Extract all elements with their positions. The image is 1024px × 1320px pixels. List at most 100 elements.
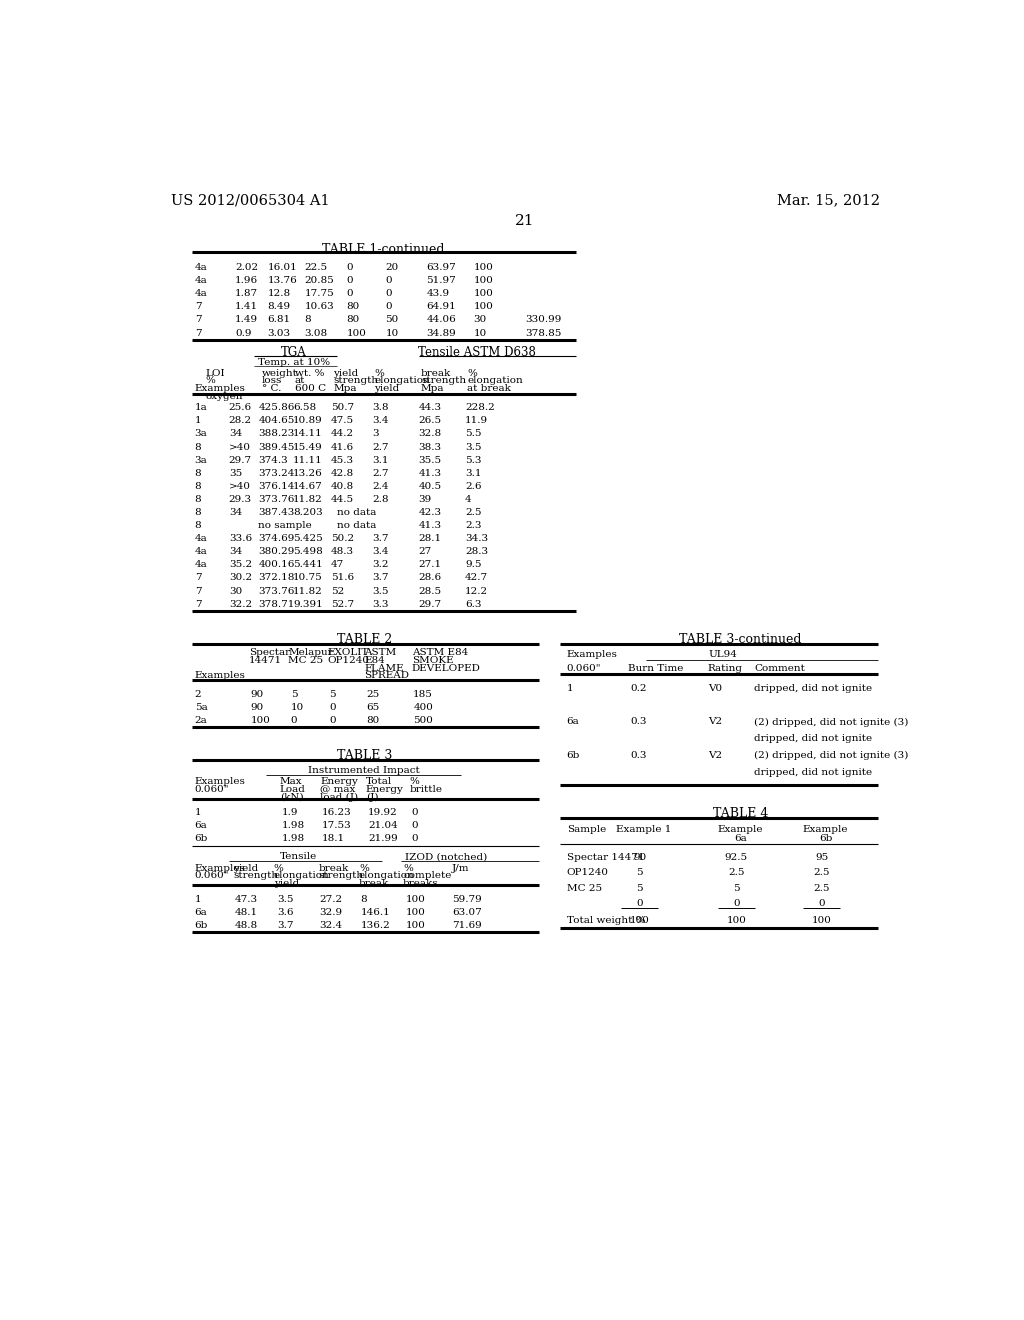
- Text: 43.9: 43.9: [426, 289, 450, 298]
- Text: 100: 100: [406, 895, 425, 903]
- Text: 0.2: 0.2: [630, 684, 647, 693]
- Text: dripped, did not ignite: dripped, did not ignite: [755, 734, 872, 743]
- Text: 3.5: 3.5: [465, 442, 481, 451]
- Text: 28.1: 28.1: [419, 535, 441, 543]
- Text: 1: 1: [195, 416, 202, 425]
- Text: (J): (J): [366, 793, 379, 803]
- Text: 42.8: 42.8: [331, 469, 354, 478]
- Text: 600 C: 600 C: [295, 384, 326, 393]
- Text: 12.2: 12.2: [465, 586, 488, 595]
- Text: no sample: no sample: [258, 521, 312, 531]
- Text: 6b: 6b: [195, 834, 208, 843]
- Text: 11.82: 11.82: [293, 495, 323, 504]
- Text: IZOD (notched): IZOD (notched): [404, 853, 486, 861]
- Text: 32.9: 32.9: [319, 908, 343, 916]
- Text: 80: 80: [346, 302, 359, 312]
- Text: 35.5: 35.5: [419, 455, 441, 465]
- Text: 8: 8: [305, 315, 311, 325]
- Text: 100: 100: [474, 276, 494, 285]
- Text: strength: strength: [421, 376, 466, 385]
- Text: 14.11: 14.11: [293, 429, 323, 438]
- Text: 42.3: 42.3: [419, 508, 441, 517]
- Text: 5.3: 5.3: [465, 455, 481, 465]
- Text: 48.8: 48.8: [234, 921, 258, 929]
- Text: 0.9: 0.9: [234, 329, 252, 338]
- Text: 7: 7: [195, 315, 202, 325]
- Text: Energy: Energy: [321, 777, 358, 787]
- Text: 2.3: 2.3: [465, 521, 481, 531]
- Text: load (J): load (J): [321, 793, 358, 803]
- Text: 41.3: 41.3: [419, 469, 441, 478]
- Text: 25.6: 25.6: [228, 404, 252, 412]
- Text: 17.75: 17.75: [305, 289, 335, 298]
- Text: UL94: UL94: [709, 649, 737, 659]
- Text: 374.3: 374.3: [258, 455, 288, 465]
- Text: 3: 3: [372, 429, 379, 438]
- Text: 35: 35: [228, 469, 242, 478]
- Text: 100: 100: [406, 908, 425, 916]
- Text: 404.65: 404.65: [258, 416, 295, 425]
- Text: Temp. at 10%: Temp. at 10%: [258, 358, 330, 367]
- Text: 2.8: 2.8: [372, 495, 389, 504]
- Text: 0: 0: [411, 808, 418, 817]
- Text: 4: 4: [465, 495, 472, 504]
- Text: 3.5: 3.5: [276, 895, 293, 903]
- Text: break: break: [359, 879, 389, 888]
- Text: 4a: 4a: [195, 289, 208, 298]
- Text: breaks: breaks: [403, 879, 438, 888]
- Text: 5.425: 5.425: [293, 535, 323, 543]
- Text: Examples: Examples: [195, 671, 246, 680]
- Text: 4a: 4a: [195, 535, 208, 543]
- Text: 32.2: 32.2: [228, 599, 252, 609]
- Text: 9.5: 9.5: [465, 561, 481, 569]
- Text: 8: 8: [360, 895, 368, 903]
- Text: 44.3: 44.3: [419, 404, 441, 412]
- Text: 0: 0: [636, 899, 643, 908]
- Text: 1.96: 1.96: [234, 276, 258, 285]
- Text: 1.87: 1.87: [234, 289, 258, 298]
- Text: 3.1: 3.1: [372, 455, 389, 465]
- Text: 0: 0: [733, 899, 739, 908]
- Text: 1.49: 1.49: [234, 315, 258, 325]
- Text: 92.5: 92.5: [725, 853, 748, 862]
- Text: 59.79: 59.79: [452, 895, 481, 903]
- Text: 0.3: 0.3: [630, 751, 647, 760]
- Text: brittle: brittle: [410, 785, 442, 795]
- Text: V0: V0: [708, 684, 722, 693]
- Text: 1.41: 1.41: [234, 302, 258, 312]
- Text: 4a: 4a: [195, 561, 208, 569]
- Text: 80: 80: [367, 715, 380, 725]
- Text: yield: yield: [334, 368, 358, 378]
- Text: 1a: 1a: [195, 404, 208, 412]
- Text: 400.16: 400.16: [258, 561, 295, 569]
- Text: 95: 95: [815, 853, 828, 862]
- Text: 136.2: 136.2: [360, 921, 390, 929]
- Text: 34: 34: [228, 429, 242, 438]
- Text: 8: 8: [195, 469, 202, 478]
- Text: 376.14: 376.14: [258, 482, 295, 491]
- Text: 2.02: 2.02: [234, 263, 258, 272]
- Text: 3.4: 3.4: [372, 416, 389, 425]
- Text: ASTM E84: ASTM E84: [412, 648, 468, 657]
- Text: 0: 0: [291, 715, 297, 725]
- Text: 42.7: 42.7: [465, 573, 488, 582]
- Text: 10.89: 10.89: [293, 416, 323, 425]
- Text: 0: 0: [411, 834, 418, 843]
- Text: 0.3: 0.3: [630, 718, 647, 726]
- Text: 2.6: 2.6: [465, 482, 481, 491]
- Text: Tensile ASTM D638: Tensile ASTM D638: [418, 346, 536, 359]
- Text: Instrumented Impact: Instrumented Impact: [308, 766, 420, 775]
- Text: TABLE 2: TABLE 2: [337, 632, 392, 645]
- Text: 34.89: 34.89: [426, 329, 456, 338]
- Text: 4a: 4a: [195, 263, 208, 272]
- Text: Spectar 14471: Spectar 14471: [566, 853, 644, 862]
- Text: OP1240: OP1240: [328, 656, 370, 665]
- Text: 34.3: 34.3: [465, 535, 488, 543]
- Text: 3a: 3a: [195, 455, 208, 465]
- Text: 10.75: 10.75: [293, 573, 323, 582]
- Text: 19.92: 19.92: [369, 808, 398, 817]
- Text: 28.2: 28.2: [228, 416, 252, 425]
- Text: Sample: Sample: [566, 825, 606, 834]
- Text: 5: 5: [733, 884, 739, 892]
- Text: 2a: 2a: [195, 715, 208, 725]
